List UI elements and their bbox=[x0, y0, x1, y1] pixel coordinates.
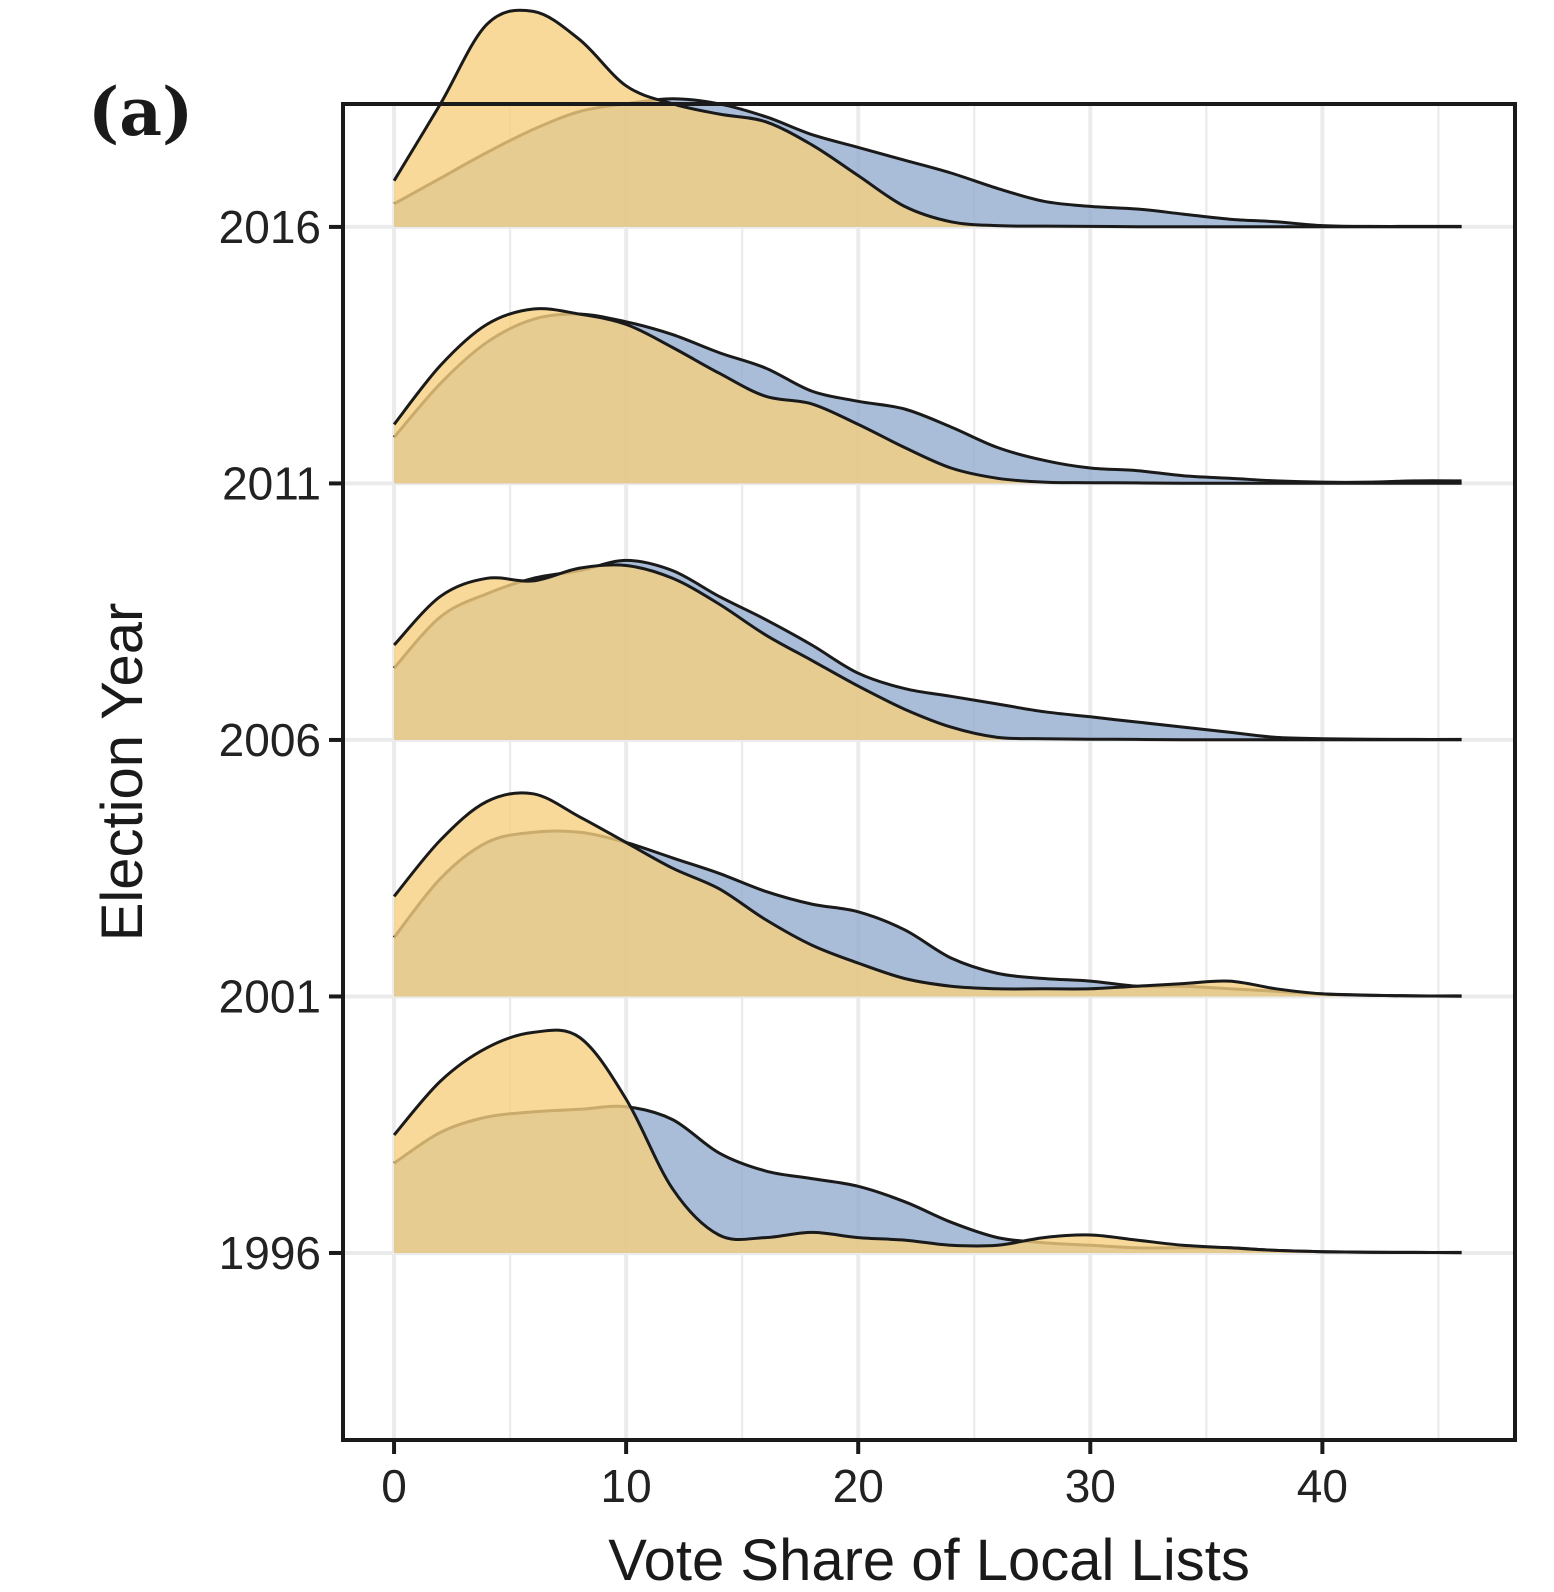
density-area-yellow-2011 bbox=[394, 308, 1462, 484]
ridge-2006 bbox=[392, 558, 1462, 742]
panel-border bbox=[341, 102, 1517, 1442]
ridge-1996 bbox=[392, 1028, 1462, 1255]
y-tick-label: 1996 bbox=[219, 1227, 321, 1279]
density-line-yellow-2011 bbox=[392, 307, 1462, 485]
density-area-yellow-2001 bbox=[394, 792, 1462, 997]
x-tick-label: 40 bbox=[1297, 1460, 1348, 1512]
x-tick-label: 30 bbox=[1065, 1460, 1116, 1512]
y-tick-label: 2016 bbox=[219, 201, 321, 253]
ridge-2011 bbox=[392, 307, 1462, 485]
y-tick-label: 2011 bbox=[222, 457, 321, 509]
y-axis-title: Election Year bbox=[90, 603, 155, 942]
density-line-yellow-2001 bbox=[392, 791, 1462, 998]
density-line-yellow-2006 bbox=[393, 563, 1462, 742]
density-area-yellow-2016 bbox=[394, 10, 1462, 227]
density-area-yellow-2006 bbox=[394, 564, 1462, 740]
x-tick-label: 20 bbox=[833, 1460, 884, 1512]
x-tick-label: 10 bbox=[601, 1460, 652, 1512]
ridges bbox=[392, 8, 1462, 1255]
ridge-2016 bbox=[392, 8, 1462, 229]
x-tick-label: 0 bbox=[381, 1460, 407, 1512]
ridge-2001 bbox=[392, 791, 1462, 998]
x-axis: 0 10 20 30 40 bbox=[381, 1440, 1348, 1512]
y-tick-label: 2001 bbox=[219, 970, 321, 1022]
y-axis: 1996 2001 2006 2011 2016 bbox=[219, 201, 343, 1279]
plot-panel bbox=[341, 8, 1517, 1442]
y-tick-label: 2006 bbox=[219, 714, 321, 766]
density-area-yellow-1996 bbox=[394, 1030, 1462, 1253]
x-axis-title: Vote Share of Local Lists bbox=[608, 1528, 1250, 1592]
density-line-yellow-2016 bbox=[392, 8, 1462, 229]
panel-label: (a) bbox=[88, 73, 193, 151]
density-line-yellow-1996 bbox=[392, 1028, 1462, 1255]
